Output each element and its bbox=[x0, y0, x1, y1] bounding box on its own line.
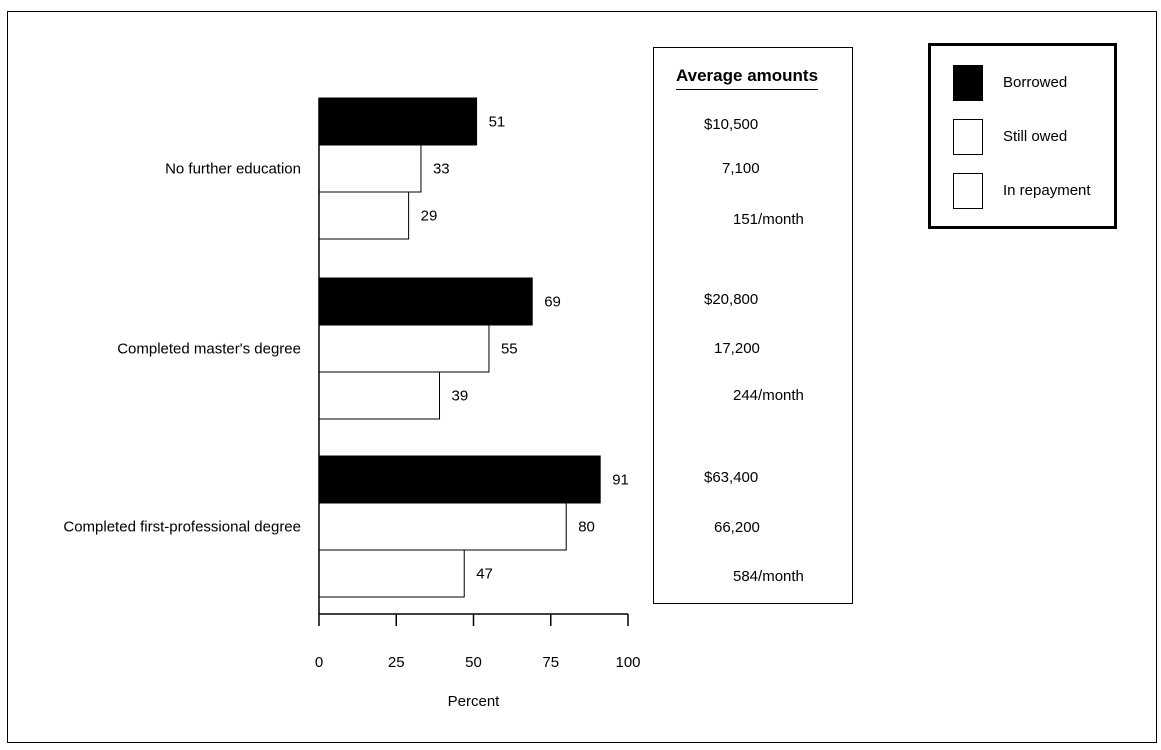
x-tick-label-25: 25 bbox=[388, 654, 405, 671]
x-tick-label-50: 50 bbox=[465, 654, 482, 671]
legend-swatch-in-repayment bbox=[953, 173, 983, 209]
amount-borrowed-first-professional: $63,400 bbox=[704, 469, 759, 486]
bar-borrowed-completed-first-professional-degree bbox=[318, 455, 601, 504]
category-label-completed-first-professional-degree: Completed first-professional degree bbox=[63, 519, 301, 536]
data-label-in-repayment-completed-master-s-degree: 39 bbox=[452, 388, 469, 405]
data-label-borrowed-completed-master-s-degree: 69 bbox=[544, 294, 561, 311]
data-label-still-owed-no-further-education: 33 bbox=[433, 161, 450, 178]
legend-swatch-still-owed bbox=[953, 119, 983, 155]
legend: Borrowed Still owed In repayment bbox=[928, 43, 1117, 229]
data-label-still-owed-completed-first-professional-degree: 80 bbox=[578, 519, 595, 536]
bar-still-owed-completed-master-s-degree bbox=[318, 324, 490, 373]
x-tick-label-0: 0 bbox=[315, 654, 323, 671]
amount-still-owed-masters: 17,200 bbox=[714, 340, 760, 357]
category-label-completed-master-s-degree: Completed master's degree bbox=[117, 341, 301, 358]
bar-in-repayment-completed-first-professional-degree bbox=[318, 549, 465, 598]
bar-borrowed-no-further-education bbox=[318, 97, 478, 146]
data-label-in-repayment-completed-first-professional-degree: 47 bbox=[476, 566, 493, 583]
legend-label-still-owed: Still owed bbox=[1003, 128, 1068, 145]
data-label-borrowed-completed-first-professional-degree: 91 bbox=[612, 472, 629, 489]
data-label-in-repayment-no-further-education: 29 bbox=[421, 208, 438, 225]
data-label-borrowed-no-further-education: 51 bbox=[489, 114, 506, 131]
amount-borrowed-masters: $20,800 bbox=[704, 291, 759, 308]
legend-swatch-borrowed bbox=[953, 65, 983, 101]
legend-label-in-repayment: In repayment bbox=[1003, 182, 1091, 199]
amount-repayment-masters: 244/month bbox=[733, 387, 804, 404]
average-amounts-panel: Average amounts $10,500 7,100 151/month … bbox=[653, 47, 853, 604]
figure-frame bbox=[7, 11, 1157, 743]
amount-borrowed-no-further-education: $10,500 bbox=[704, 116, 759, 133]
x-axis-label: Percent bbox=[448, 693, 501, 710]
bar-borrowed-completed-master-s-degree bbox=[318, 277, 533, 326]
amount-still-owed-first-professional: 66,200 bbox=[714, 519, 760, 536]
bar-in-repayment-no-further-education bbox=[318, 191, 410, 240]
average-amounts-title: Average amounts bbox=[676, 66, 819, 90]
amount-repayment-no-further-education: 151/month bbox=[733, 211, 804, 228]
bar-in-repayment-completed-master-s-degree bbox=[318, 371, 441, 420]
bar-still-owed-no-further-education bbox=[318, 144, 422, 193]
bar-still-owed-completed-first-professional-degree bbox=[318, 502, 567, 551]
legend-label-borrowed: Borrowed bbox=[1003, 74, 1068, 91]
data-label-still-owed-completed-master-s-degree: 55 bbox=[501, 341, 518, 358]
category-label-no-further-education: No further education bbox=[165, 161, 301, 178]
x-tick-label-100: 100 bbox=[615, 654, 640, 671]
amount-still-owed-no-further-education: 7,100 bbox=[722, 160, 760, 177]
amount-repayment-first-professional: 584/month bbox=[733, 568, 804, 585]
x-tick-label-75: 75 bbox=[542, 654, 559, 671]
